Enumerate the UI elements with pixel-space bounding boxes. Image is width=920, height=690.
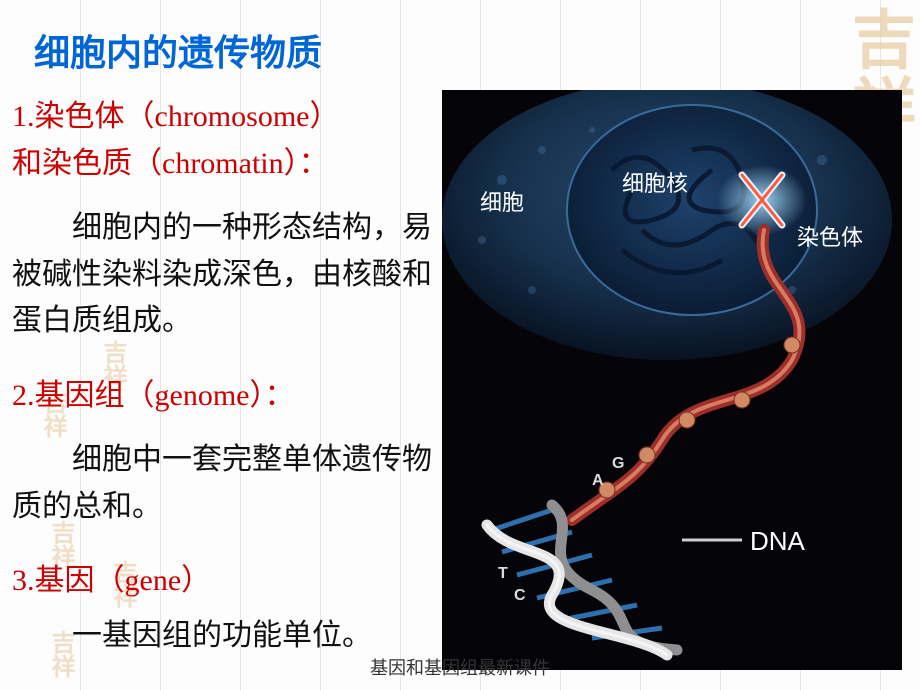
svg-text:G: G: [612, 455, 624, 472]
svg-text:C: C: [514, 587, 526, 604]
figure-label-chromosome: 染色体: [797, 220, 863, 252]
cell-dna-figure: A G T C 细胞 细胞核 染色体 DNA: [442, 90, 902, 670]
figure-label-nucleus: 细胞核: [622, 166, 688, 198]
svg-text:A: A: [592, 472, 604, 489]
section3-heading: 3.基因（gene）: [12, 558, 444, 605]
section3-body: 一基因组的功能单位。: [12, 613, 444, 660]
svg-text:T: T: [498, 565, 508, 582]
slide: 细胞内的遗传物质 1.染色体（chromosome） 和染色质（chromati…: [0, 0, 920, 690]
section1-heading-line2: 和染色质（chromatin）：: [12, 141, 444, 188]
section2-body: 细胞中一套完整单体遗传物质的总和。: [12, 437, 444, 530]
figure-label-dna: DNA: [750, 526, 805, 557]
section1-body: 细胞内的一种形态结构，易被碱性染料染成深色，由核酸和蛋白质组成。: [12, 205, 444, 345]
dna-helix: A G T C: [487, 455, 677, 655]
slide-title: 细胞内的遗传物质: [34, 24, 904, 76]
section1-heading-line1: 1.染色体（chromosome）: [12, 94, 444, 141]
slide-footer: 基因和基因组最新课件: [0, 654, 920, 680]
figure-label-cell: 细胞: [480, 185, 524, 217]
section2-heading: 2.基因组（genome）：: [12, 373, 444, 420]
text-column: 1.染色体（chromosome） 和染色质（chromatin）： 细胞内的一…: [12, 94, 452, 659]
